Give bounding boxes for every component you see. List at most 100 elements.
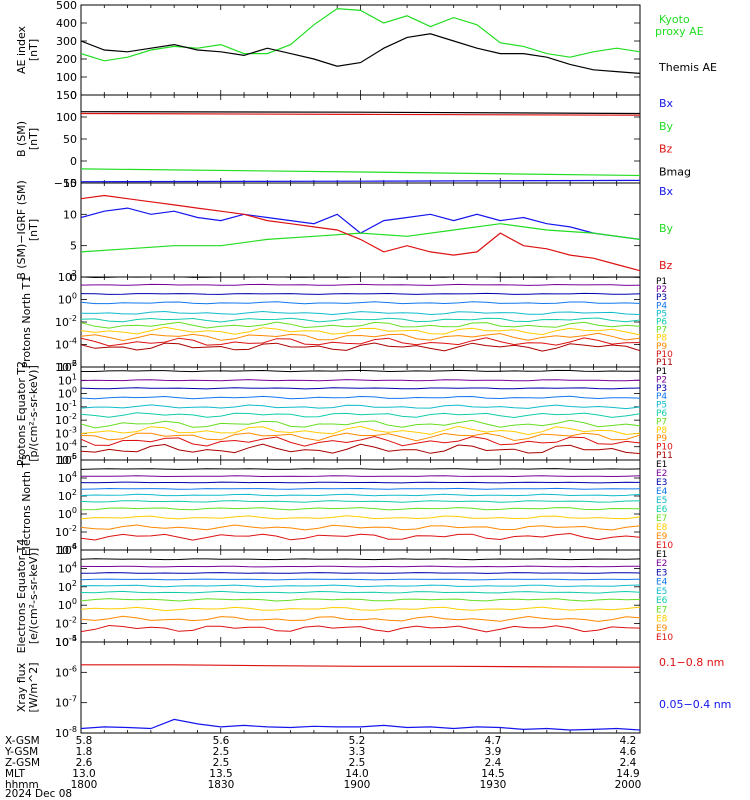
- series-line-bx: [81, 207, 640, 240]
- legend-entry: P9: [656, 342, 667, 352]
- legend-entry: P5: [656, 401, 667, 411]
- footer-row-label: X-GSM: [5, 735, 40, 747]
- y-tick-label: 10: [63, 208, 77, 221]
- plot-area: [81, 7, 640, 74]
- series-line-e6: [81, 500, 640, 503]
- y-tick-label: 100: [58, 506, 77, 521]
- series-line-bx: [81, 179, 640, 183]
- y-axis-label: Protons North T1: [20, 276, 33, 369]
- legend-entry: 0.1−0.8 nm: [659, 656, 724, 669]
- series-line-p3: [81, 387, 640, 390]
- series-line-by: [81, 168, 640, 177]
- footer-row-label: Y-GSM: [4, 746, 38, 758]
- series-line-p9: [81, 432, 640, 442]
- series-line-e6: [81, 590, 640, 594]
- y-axis-label: Xray flux[W/m^2]: [15, 662, 40, 712]
- series-line-e4: [81, 487, 640, 490]
- footer-value: 5.6: [213, 735, 230, 747]
- y-tick-label: 10-6: [55, 664, 77, 679]
- series-line-p2: [81, 283, 640, 286]
- legend-entry: Bz: [659, 143, 673, 156]
- y-tick-label: 102: [58, 359, 77, 374]
- plot-frame: [80, 276, 641, 368]
- plot-frame: [80, 641, 641, 734]
- series-line-kyoto-proxy-ae: [81, 7, 640, 62]
- footer-value: 2.5: [213, 757, 230, 769]
- plot-area: [81, 111, 640, 183]
- panel-1: 0 100 200 300 400 500 AE index[nT] Kyoto proxy A…: [15, 0, 717, 102]
- plot-area: [81, 664, 640, 731]
- legend-entry: Themis AE: [658, 61, 717, 74]
- legend-entry: P3: [656, 384, 667, 394]
- series-line-e7: [81, 598, 640, 602]
- legend-entry: P10: [656, 350, 673, 360]
- y-tick-label: 102: [58, 579, 77, 594]
- plot-frame: [80, 182, 641, 278]
- y-tick-label: 100: [56, 111, 77, 124]
- y-axis-label: B (SM)−IGRF (SM)[nT]: [15, 180, 40, 280]
- series-line-p7: [81, 419, 640, 429]
- y-tick-label: 300: [56, 35, 77, 48]
- y-tick-label: 0: [70, 155, 77, 168]
- legend-entry: Bz: [659, 259, 673, 272]
- y-tick-label: 10-4: [55, 337, 77, 352]
- footer-row-label: hhmm: [5, 779, 39, 791]
- footer-value: 2.5: [213, 746, 230, 758]
- series-line-p9: [81, 332, 640, 342]
- footer-date: 2024 Dec 08: [5, 788, 72, 800]
- footer-value: 1830: [208, 779, 235, 791]
- footer-value: 13.0: [72, 768, 95, 780]
- footer-value: 4.6: [620, 746, 637, 758]
- y-tick-label: 15: [63, 177, 77, 190]
- legend-entry: By: [659, 120, 674, 133]
- series-line-e4: [81, 578, 640, 581]
- series-line-e10: [81, 532, 640, 541]
- legend-entry: E5: [656, 587, 667, 597]
- y-tick-label: −50: [54, 177, 77, 190]
- y-tick-label: 10-2: [55, 412, 77, 427]
- footer-value: 4.2: [620, 735, 637, 747]
- legend-entry: P5: [656, 309, 667, 319]
- legend-entry: P9: [656, 434, 667, 444]
- legend-entry: E8: [656, 523, 668, 533]
- y-tick-label: 400: [56, 17, 77, 30]
- footer-value: 14.9: [616, 768, 639, 780]
- legend-entry: E6: [656, 505, 668, 515]
- series-line-e3: [81, 481, 640, 484]
- series-line-bmag: [81, 111, 640, 115]
- legend-entry: P11: [656, 358, 673, 368]
- y-tick-label: 200: [56, 53, 77, 66]
- series-line-p11: [81, 342, 640, 352]
- panel-3: 0 5 10 15 B (SM)−IGRF (SM)[nT] Bx By Bz: [15, 177, 674, 284]
- series-line-e7: [81, 507, 640, 511]
- series-line-bz: [81, 112, 640, 116]
- y-tick-label: 106: [58, 542, 77, 557]
- y-tick-label: 100: [58, 292, 77, 307]
- footer-value: 2.5: [349, 757, 366, 769]
- footer-row-label: MLT: [5, 768, 25, 780]
- plot-frame: [80, 4, 641, 96]
- legend-entry: P4: [656, 392, 667, 402]
- legend-entry: P1: [656, 277, 667, 287]
- footer-value: 3.3: [349, 746, 366, 758]
- legend-entry: P3: [656, 293, 667, 303]
- series-line-0-05-0-4-nm: [81, 718, 640, 731]
- series-line-themis-ae: [81, 33, 640, 74]
- legend-entry: E6: [656, 596, 668, 606]
- legend-entry: P11: [656, 451, 673, 461]
- y-axis-label: Protons Equator T2[p/(cm²-s-sr-keV)]: [15, 361, 40, 466]
- legend-entry: Kyoto proxy AE: [655, 13, 704, 38]
- legend-entry: P7: [656, 326, 667, 336]
- legend-entry: P10: [656, 443, 673, 453]
- series-line-e8: [81, 606, 640, 612]
- legend-entry: Bx: [659, 185, 674, 198]
- y-tick-label: 50: [63, 133, 77, 146]
- y-tick-label: 5: [70, 240, 77, 253]
- footer-value: 2.4: [485, 757, 502, 769]
- y-tick-label: 10-2: [55, 524, 77, 539]
- series-line-e2: [81, 565, 640, 568]
- series-line-p11: [81, 443, 640, 455]
